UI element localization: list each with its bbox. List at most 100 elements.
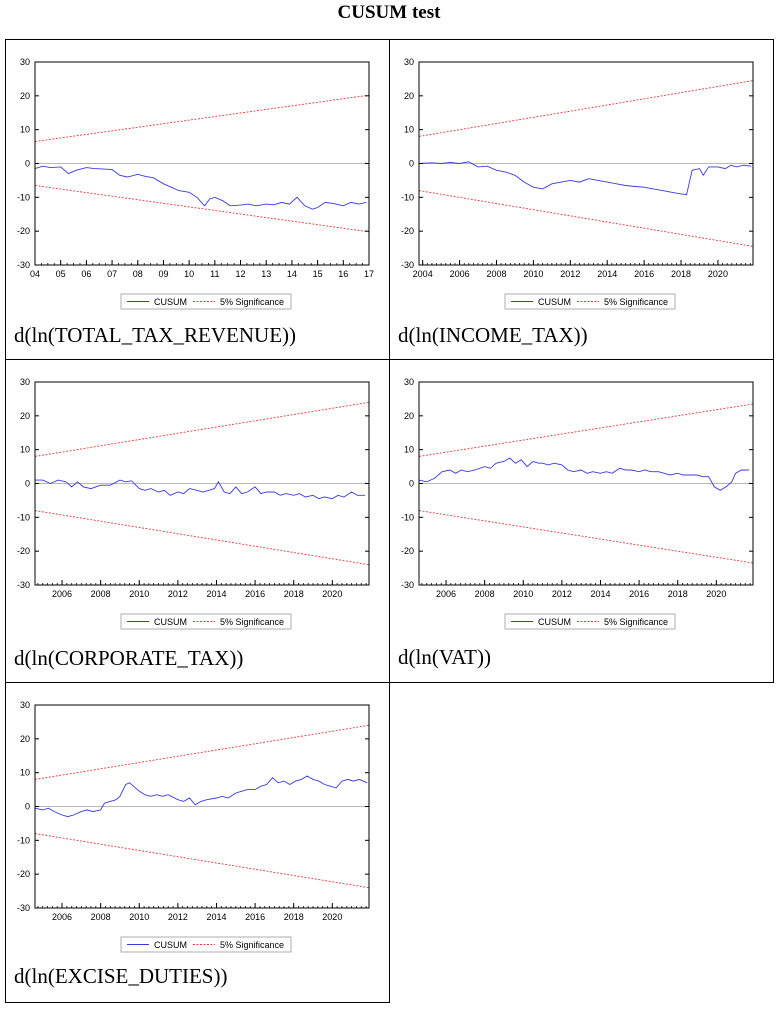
chart-panel-excise-duties: 30 20 10 0 -10 -20 -30 2006 2008 2010 2012 2014 2016… (5, 682, 390, 1003)
x-tick-label: 2018 (284, 912, 304, 922)
legend-cusum-label: CUSUM (154, 617, 187, 627)
y-tick-label: -10 (17, 192, 30, 202)
x-tick-label: 2016 (245, 589, 265, 599)
y-tick-label: 30 (20, 57, 30, 67)
x-tick-label: 2018 (668, 589, 688, 599)
legend-box (120, 293, 292, 310)
x-tick-label: 2008 (475, 589, 495, 599)
y-tick-label: -30 (401, 580, 414, 590)
x-tick-label: 15 (313, 269, 323, 279)
x-tick-label: 08 (133, 269, 143, 279)
chart-caption: d(ln(TOTAL_TAX_REVENUE)) (14, 323, 297, 347)
legend-cusum-label: CUSUM (154, 940, 187, 950)
legend-significance-label: 5% Significance (604, 617, 668, 627)
chart-caption: d(ln(INCOME_TAX)) (398, 323, 588, 347)
lower-bound-line (418, 190, 754, 247)
legend-significance-label: 5% Significance (220, 940, 284, 950)
cusum-series-line (34, 165, 367, 210)
y-tick-label: -20 (17, 226, 30, 236)
y-tick-label: 20 (20, 91, 30, 101)
y-tick-label: -10 (17, 835, 30, 845)
y-tick-label: 10 (404, 125, 414, 135)
y-tick-label: -20 (17, 869, 30, 879)
y-tick-label: -10 (401, 192, 414, 202)
x-tick-label: 2008 (91, 589, 111, 599)
y-tick-label: 10 (404, 445, 414, 455)
y-tick-label: 0 (25, 802, 30, 812)
y-tick-label: 20 (404, 411, 414, 421)
x-tick-label: 2006 (52, 589, 72, 599)
page-title: CUSUM test (337, 2, 441, 23)
chart-caption: d(ln(CORPORATE_TAX)) (14, 646, 244, 670)
y-tick-label: 10 (20, 768, 30, 778)
chart-panel-income-tax: 30 20 10 0 -10 -20 -30 2004 2006 2008 2010 2012 2014… (389, 39, 774, 360)
x-tick-label: 13 (261, 269, 271, 279)
cusum-series-line (34, 775, 368, 818)
y-tick-label: 30 (20, 377, 30, 387)
x-tick-label: 2016 (629, 589, 649, 599)
x-tick-label: 2006 (436, 589, 456, 599)
x-tick-label: 2012 (560, 269, 580, 279)
y-tick-label: 30 (20, 700, 30, 710)
x-tick-label: 2006 (450, 269, 470, 279)
y-tick-label: -30 (17, 903, 30, 913)
chart-panel-corporate-tax: 30 20 10 0 -10 -20 -30 2006 2008 2010 2012 2014 2016… (5, 359, 390, 683)
y-tick-label: -10 (17, 512, 30, 522)
y-tick-label: 0 (409, 479, 414, 489)
upper-bound-line (418, 403, 754, 457)
x-tick-label: 2008 (486, 269, 506, 279)
x-tick-label: 2020 (322, 589, 342, 599)
x-tick-label: 11 (210, 269, 219, 279)
lower-bound-line (34, 185, 370, 233)
y-tick-label: -20 (401, 546, 414, 556)
x-tick-label: 10 (184, 269, 194, 279)
legend-box (120, 936, 292, 953)
y-tick-label: -30 (17, 260, 30, 270)
x-tick-label: 2014 (206, 589, 226, 599)
x-tick-label: 2016 (245, 912, 265, 922)
x-tick-label: 2020 (322, 912, 342, 922)
chart-panel-vat: 30 20 10 0 -10 -20 -30 2006 2008 2010 2012 2014 2016… (389, 359, 774, 683)
y-tick-label: 10 (20, 125, 30, 135)
x-tick-label: 2008 (91, 912, 111, 922)
x-tick-label: 2006 (52, 912, 72, 922)
x-tick-label: 14 (287, 269, 297, 279)
y-tick-label: 10 (20, 445, 30, 455)
x-tick-label: 2012 (552, 589, 572, 599)
x-tick-label: 2010 (129, 912, 149, 922)
x-tick-label: 05 (56, 269, 66, 279)
x-tick-label: 2014 (206, 912, 226, 922)
y-tick-label: 20 (404, 91, 414, 101)
legend-significance-label: 5% Significance (604, 297, 668, 307)
upper-bound-line (418, 80, 754, 137)
x-tick-label: 17 (364, 269, 374, 279)
x-tick-label: 2014 (590, 589, 610, 599)
x-tick-label: 2016 (634, 269, 654, 279)
upper-bound-line (34, 94, 370, 142)
y-tick-label: -20 (401, 226, 414, 236)
x-tick-label: 2010 (523, 269, 543, 279)
x-tick-label: 12 (236, 269, 246, 279)
legend-cusum-label: CUSUM (538, 617, 571, 627)
y-tick-label: 30 (404, 377, 414, 387)
y-tick-label: 20 (20, 411, 30, 421)
cusum-series-line (418, 161, 752, 196)
x-tick-label: 16 (338, 269, 348, 279)
legend-box (504, 293, 676, 310)
x-tick-label: 2012 (168, 912, 188, 922)
x-tick-label: 2018 (284, 589, 304, 599)
legend-significance-label: 5% Significance (220, 617, 284, 627)
upper-bound-line (34, 401, 370, 457)
y-tick-label: 0 (409, 159, 414, 169)
y-tick-label: -30 (401, 260, 414, 270)
upper-bound-line (34, 724, 370, 780)
x-tick-label: 06 (81, 269, 91, 279)
legend-cusum-label: CUSUM (154, 297, 187, 307)
legend-significance-label: 5% Significance (220, 297, 284, 307)
x-tick-label: 2010 (513, 589, 533, 599)
y-tick-label: -10 (401, 512, 414, 522)
